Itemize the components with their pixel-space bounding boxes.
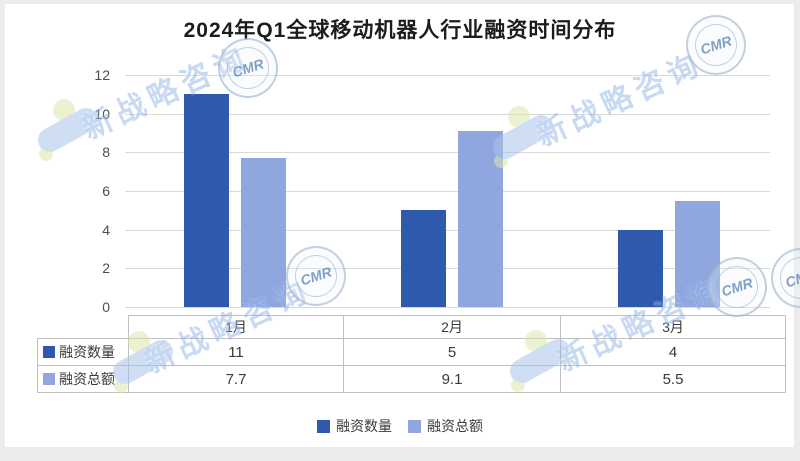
row-label-融资数量: 融资数量 (37, 338, 129, 366)
gridline-10 (125, 113, 770, 115)
bar-融资总额-1月 (241, 158, 286, 307)
series-swatch-icon (43, 346, 55, 358)
legend-swatch-icon (317, 419, 330, 433)
data-table-body: 1月 2月 3月 融资数量 11 5 4 融资总额 7.7 9.1 5.5 (37, 315, 786, 393)
y-tick-label: 6 (102, 183, 110, 199)
gridline-12 (125, 75, 770, 76)
y-tick-label: 0 (102, 299, 110, 315)
y-tick-label: 4 (102, 221, 110, 238)
bar-融资数量-1月 (184, 94, 229, 307)
gridline-4 (125, 229, 770, 231)
legend-item-融资数量: 融资数量 (317, 416, 392, 436)
data-table: 1月 2月 3月 融资数量 11 5 4 融资总额 7.7 9.1 5.5 (37, 315, 786, 393)
table-row-融资总额: 融资总额 7.7 9.1 5.5 (37, 365, 786, 393)
row-label-融资总额: 融资总额 (37, 365, 129, 393)
gridline-8 (125, 152, 770, 154)
bar-融资总额-3月 (675, 200, 720, 307)
legend-item-融资总额: 融资总额 (408, 416, 483, 436)
y-tick-label: 8 (102, 144, 110, 161)
month-header-2月: 2月 (343, 315, 561, 339)
gridline-0 (125, 307, 770, 308)
y-tick-label: 10 (94, 105, 110, 122)
month-header-1月: 1月 (128, 315, 344, 339)
y-axis: 0 2 4 6 8 10 12 (0, 67, 112, 315)
legend: 融资数量 融资总额 (0, 416, 800, 436)
value-融资总额-2月: 9.1 (343, 365, 561, 393)
series-swatch-icon (43, 373, 55, 385)
legend-swatch-icon (408, 419, 421, 433)
value-融资总额-3月: 5.5 (560, 365, 786, 393)
value-融资总额-1月: 7.7 (128, 365, 344, 393)
bar-融资总额-2月 (458, 131, 503, 307)
plot-area (125, 75, 770, 308)
table-row-融资数量: 融资数量 11 5 4 (37, 338, 786, 366)
y-tick-label: 12 (94, 67, 110, 83)
gridline-6 (125, 191, 770, 192)
y-tick-label: 2 (102, 260, 110, 277)
bar-融资数量-2月 (401, 210, 446, 307)
chart-title: 2024年Q1全球移动机器人行业融资时间分布 (183, 19, 617, 42)
month-header-3月: 3月 (560, 315, 786, 339)
value-融资数量-3月: 4 (560, 338, 786, 366)
table-header-row: 1月 2月 3月 (38, 315, 786, 339)
gridline-2 (125, 268, 770, 270)
bar-融资数量-3月 (618, 229, 663, 307)
legend-label: 融资数量 (336, 418, 392, 434)
table-corner-cell (38, 316, 129, 339)
legend-label: 融资总额 (427, 418, 483, 434)
value-融资数量-2月: 5 (343, 338, 561, 366)
value-融资数量-1月: 11 (128, 338, 344, 366)
